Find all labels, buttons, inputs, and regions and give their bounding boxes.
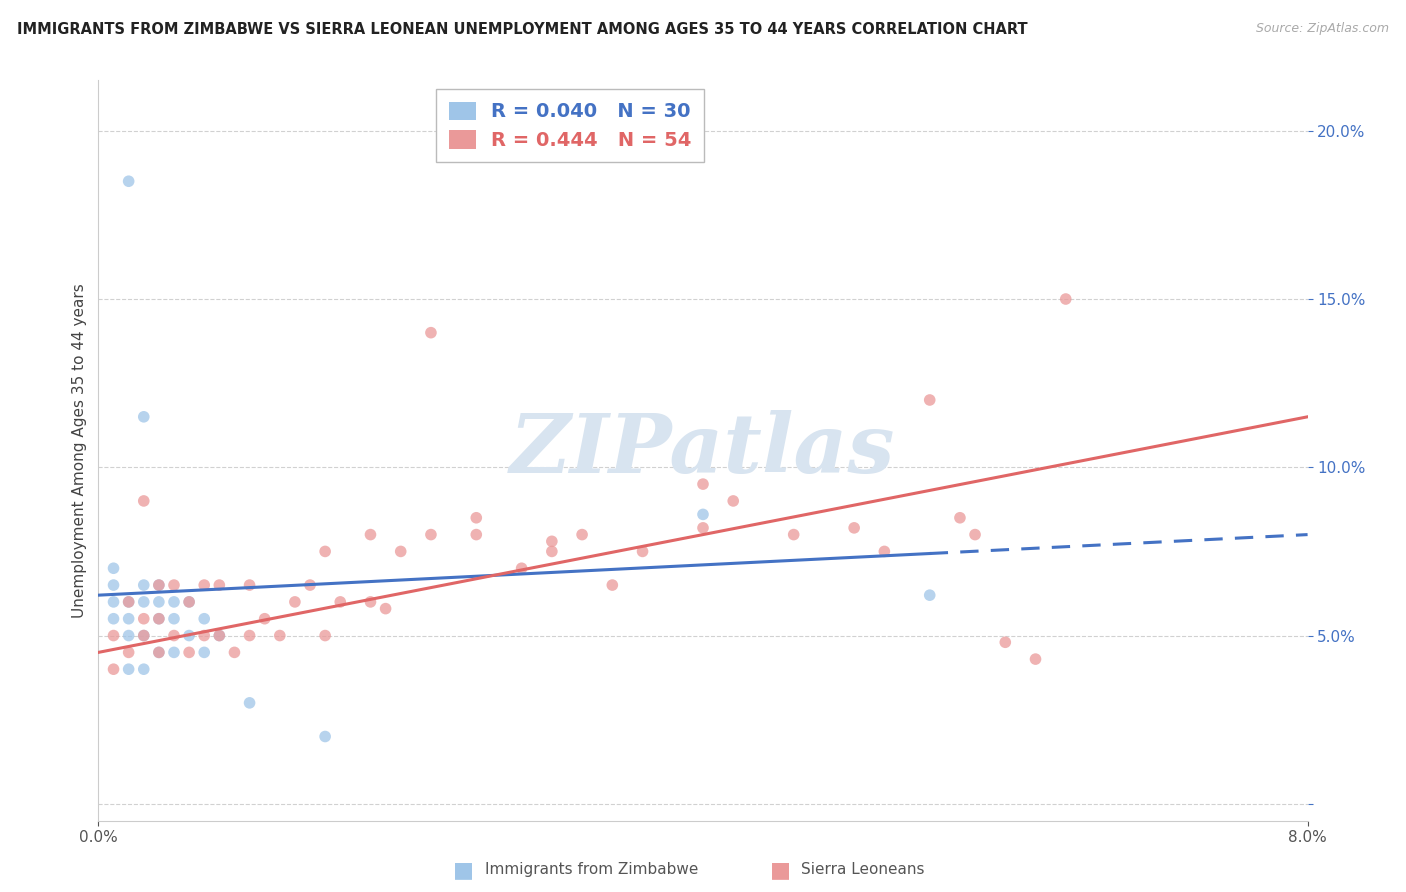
Point — [208, 628, 231, 642]
Point — [103, 612, 125, 626]
Point — [994, 635, 1017, 649]
Point — [465, 527, 488, 541]
Point — [148, 645, 170, 659]
Legend: R = 0.040   N = 30, R = 0.444   N = 54: R = 0.040 N = 30, R = 0.444 N = 54 — [436, 89, 703, 162]
Point — [360, 527, 382, 541]
Point — [420, 326, 443, 340]
Point — [631, 544, 654, 558]
Point — [239, 628, 262, 642]
Point — [118, 595, 141, 609]
Point — [420, 527, 443, 541]
Point — [360, 595, 382, 609]
Point — [132, 612, 155, 626]
Point — [314, 730, 336, 744]
Point — [132, 578, 155, 592]
Point — [163, 595, 186, 609]
Point — [1054, 292, 1077, 306]
Point — [965, 527, 987, 541]
Text: Sierra Leoneans: Sierra Leoneans — [801, 863, 925, 877]
Point — [193, 645, 215, 659]
Point — [389, 544, 412, 558]
Point — [239, 696, 262, 710]
Point — [148, 578, 170, 592]
Point — [692, 508, 714, 522]
Point — [208, 578, 231, 592]
Point — [148, 645, 170, 659]
Text: ■: ■ — [770, 860, 790, 880]
Point — [299, 578, 322, 592]
Point — [284, 595, 307, 609]
Point — [179, 595, 201, 609]
Point — [118, 628, 141, 642]
Point — [314, 544, 336, 558]
Point — [118, 174, 141, 188]
Point — [602, 578, 624, 592]
Point — [224, 645, 246, 659]
Point — [103, 561, 125, 575]
Point — [844, 521, 866, 535]
Point — [118, 612, 141, 626]
Point — [132, 595, 155, 609]
Point — [571, 527, 593, 541]
Point — [103, 662, 125, 676]
Point — [132, 628, 155, 642]
Point — [193, 628, 215, 642]
Point — [465, 510, 488, 524]
Point — [329, 595, 352, 609]
Text: ZIPatlas: ZIPatlas — [510, 410, 896, 491]
Point — [1025, 652, 1047, 666]
Point — [692, 521, 714, 535]
Point — [103, 628, 125, 642]
Point — [163, 578, 186, 592]
Text: Source: ZipAtlas.com: Source: ZipAtlas.com — [1256, 22, 1389, 36]
Point — [208, 628, 231, 642]
Point — [510, 561, 533, 575]
Point — [118, 645, 141, 659]
Point — [148, 612, 170, 626]
Point — [239, 578, 262, 592]
Point — [873, 544, 896, 558]
Point — [179, 645, 201, 659]
Point — [723, 494, 745, 508]
Point — [193, 578, 215, 592]
Point — [163, 645, 186, 659]
Point — [783, 527, 806, 541]
Point — [103, 595, 125, 609]
Point — [314, 628, 336, 642]
Point — [193, 612, 215, 626]
Point — [918, 588, 941, 602]
Point — [179, 595, 201, 609]
Point — [148, 578, 170, 592]
Point — [253, 612, 276, 626]
Point — [163, 612, 186, 626]
Point — [132, 628, 155, 642]
Point — [163, 628, 186, 642]
Point — [132, 409, 155, 424]
Text: ■: ■ — [454, 860, 474, 880]
Point — [374, 601, 396, 615]
Point — [179, 628, 201, 642]
Point — [132, 662, 155, 676]
Point — [103, 578, 125, 592]
Point — [118, 595, 141, 609]
Point — [132, 494, 155, 508]
Text: IMMIGRANTS FROM ZIMBABWE VS SIERRA LEONEAN UNEMPLOYMENT AMONG AGES 35 TO 44 YEAR: IMMIGRANTS FROM ZIMBABWE VS SIERRA LEONE… — [17, 22, 1028, 37]
Text: Immigrants from Zimbabwe: Immigrants from Zimbabwe — [485, 863, 699, 877]
Y-axis label: Unemployment Among Ages 35 to 44 years: Unemployment Among Ages 35 to 44 years — [72, 283, 87, 618]
Point — [540, 544, 562, 558]
Point — [118, 662, 141, 676]
Point — [949, 510, 972, 524]
Point — [540, 534, 562, 549]
Point — [918, 392, 941, 407]
Point — [269, 628, 291, 642]
Point — [148, 612, 170, 626]
Point — [148, 595, 170, 609]
Point — [692, 477, 714, 491]
